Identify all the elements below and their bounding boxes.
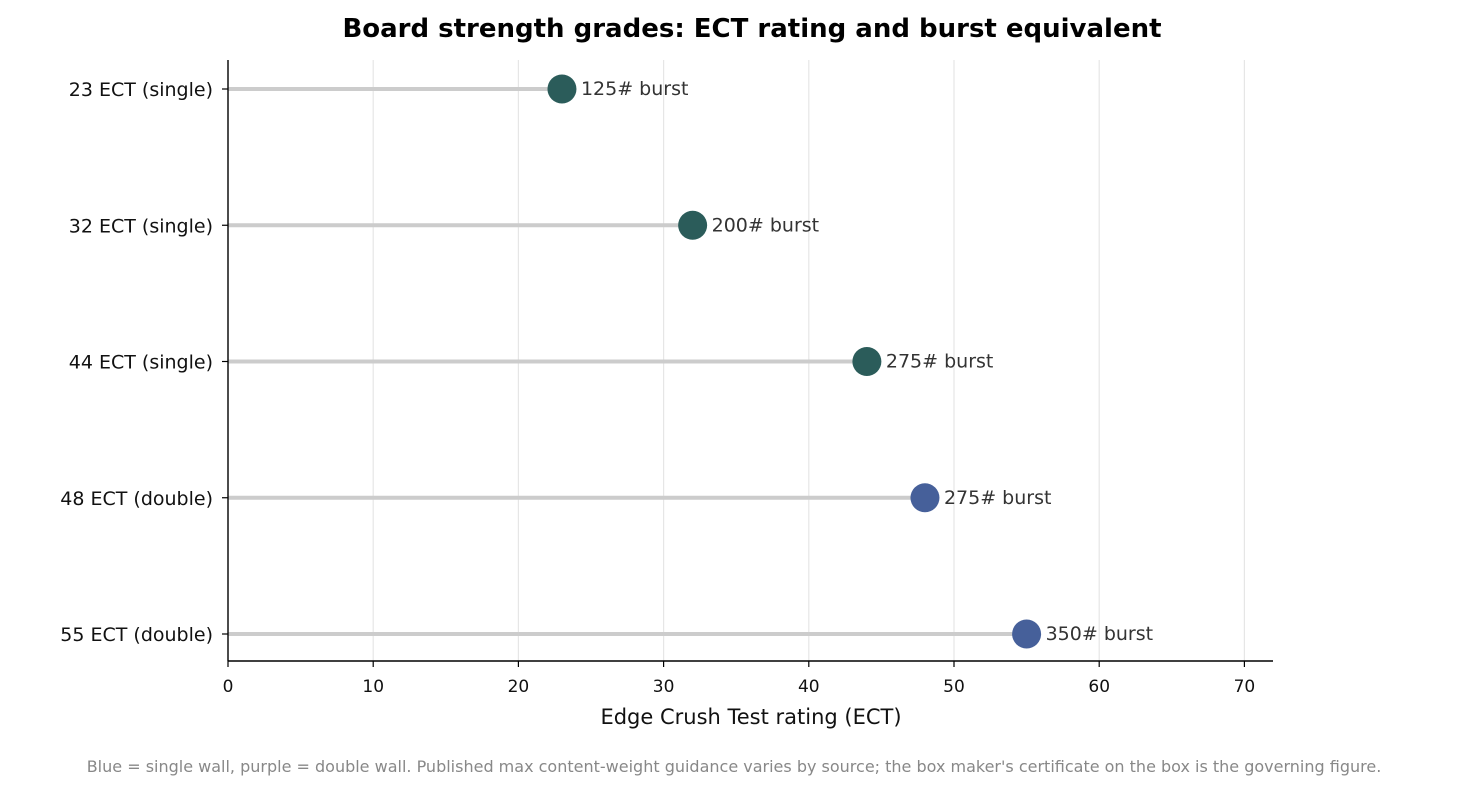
burst-label: 125# burst [581, 78, 689, 100]
lollipop-dot-double-wall [910, 483, 940, 513]
x-tick-label: 30 [653, 677, 675, 697]
lollipop-dot-double-wall [1012, 619, 1042, 649]
x-tick-label: 20 [508, 677, 530, 697]
chart-footnote: Blue = single wall, purple = double wall… [87, 757, 1382, 776]
lollipop-dot-single-wall [547, 74, 577, 104]
category-label: 32 ECT (single) [69, 215, 213, 237]
x-tick-label: 70 [1234, 677, 1256, 697]
x-tick-label: 0 [223, 677, 234, 697]
stem-layer [228, 87, 1027, 636]
burst-label: 200# burst [712, 214, 820, 236]
category-label: 48 ECT (double) [60, 488, 213, 510]
lollipop-dot-single-wall [852, 347, 882, 376]
point-layer [547, 74, 1042, 649]
x-tick-label: 40 [798, 677, 820, 697]
lollipop-dot-single-wall [678, 210, 708, 240]
x-tick-label: 50 [943, 677, 965, 697]
x-tick-label: 10 [362, 677, 384, 697]
category-label: 44 ECT (single) [69, 352, 213, 374]
tick-layer: 0 10 20 30 40 50 60 70 [222, 88, 1256, 697]
x-tick-label: 60 [1088, 677, 1110, 697]
label-layer: 23 ECT (single) 125# burst 32 ECT (single)… [60, 78, 1153, 646]
burst-label: 350# burst [1046, 623, 1154, 645]
burst-label: 275# burst [944, 487, 1051, 509]
burst-label: 275# burst [886, 351, 994, 373]
category-label: 55 ECT (double) [60, 624, 213, 646]
chart-title: Board strength grades: ECT rating and bu… [342, 14, 1161, 44]
x-axis-label: Edge Crush Test rating (ECT) [600, 705, 901, 729]
category-label: 23 ECT (single) [69, 79, 213, 101]
